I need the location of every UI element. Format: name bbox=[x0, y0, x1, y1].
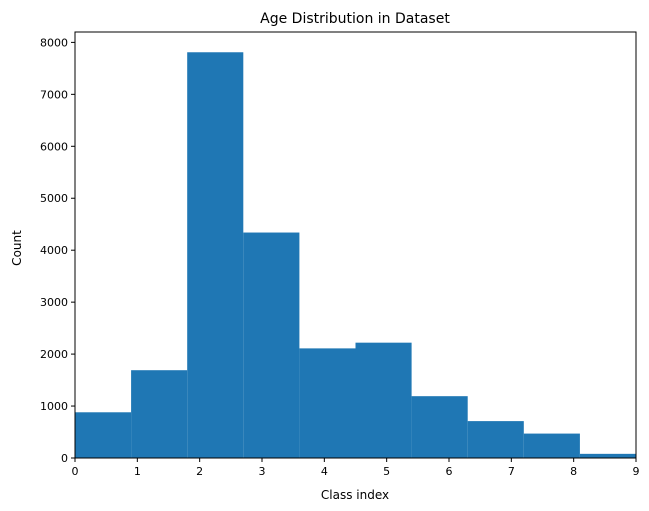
histogram-bar bbox=[580, 454, 636, 458]
histogram-bar bbox=[187, 52, 243, 458]
x-tick-label: 1 bbox=[134, 465, 141, 478]
x-tick-label: 3 bbox=[259, 465, 266, 478]
y-tick-label: 5000 bbox=[40, 192, 68, 205]
y-tick-label: 6000 bbox=[40, 140, 68, 153]
y-tick-label: 8000 bbox=[40, 36, 68, 49]
histogram-bar bbox=[75, 412, 131, 458]
x-axis-label: Class index bbox=[321, 488, 389, 502]
x-tick-label: 8 bbox=[570, 465, 577, 478]
x-tick-label: 5 bbox=[383, 465, 390, 478]
histogram-bar bbox=[412, 396, 468, 458]
chart-title: Age Distribution in Dataset bbox=[260, 11, 450, 27]
x-tick-label: 6 bbox=[446, 465, 453, 478]
x-tick-label: 2 bbox=[196, 465, 203, 478]
histogram-bar bbox=[468, 421, 524, 458]
y-tick-label: 4000 bbox=[40, 244, 68, 257]
y-tick-label: 0 bbox=[61, 452, 68, 465]
x-tick-label: 0 bbox=[72, 465, 79, 478]
y-axis-ticks: 0 1000 2000 3000 4000 5000 6000 7000 8000 bbox=[40, 36, 75, 465]
x-tick-label: 4 bbox=[321, 465, 328, 478]
y-tick-label: 7000 bbox=[40, 88, 68, 101]
histogram-bar bbox=[299, 348, 355, 458]
y-tick-label: 1000 bbox=[40, 400, 68, 413]
x-axis-ticks: 0 1 2 3 4 5 6 7 8 9 bbox=[72, 458, 640, 478]
x-tick-label: 7 bbox=[508, 465, 515, 478]
y-axis-label: Count bbox=[10, 230, 24, 266]
histogram-bar bbox=[524, 434, 580, 458]
histogram-bar bbox=[243, 233, 299, 458]
histogram-bar bbox=[356, 343, 412, 458]
y-tick-label: 3000 bbox=[40, 296, 68, 309]
bars-group bbox=[75, 52, 636, 458]
x-tick-label: 9 bbox=[633, 465, 640, 478]
histogram-bar bbox=[131, 370, 187, 458]
y-tick-label: 2000 bbox=[40, 348, 68, 361]
